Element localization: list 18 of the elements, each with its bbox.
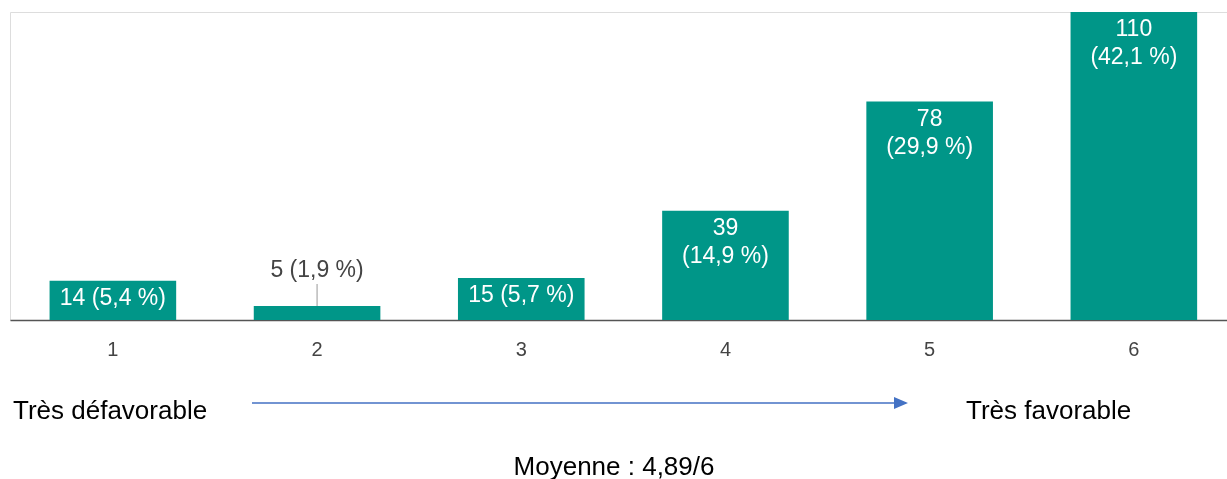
x-tick-label: 4	[719, 337, 732, 360]
text: Très favorable	[966, 395, 1132, 425]
bar	[662, 210, 789, 320]
data-label: 39 (14,9 %)	[681, 213, 769, 268]
x-tick-label: 1	[107, 337, 119, 360]
bar	[1070, 12, 1198, 320]
data-label: 5 (1,9 %)	[270, 256, 364, 282]
bar	[253, 306, 381, 320]
data-label: 15 (5,7 %)	[468, 281, 575, 307]
x-tick-label: 2	[311, 337, 323, 360]
x-tick-label: 3	[515, 337, 527, 360]
x-tick-label: 5	[924, 337, 936, 360]
data-label: 14 (5,4 %)	[59, 283, 166, 310]
x-tick-label: 6	[1128, 337, 1140, 360]
data-label: 78 (29,9 %)	[886, 104, 974, 159]
bar	[866, 101, 993, 320]
data-label: 110 (42,1 %)	[1090, 15, 1178, 69]
text: Très défavorable	[13, 395, 208, 425]
